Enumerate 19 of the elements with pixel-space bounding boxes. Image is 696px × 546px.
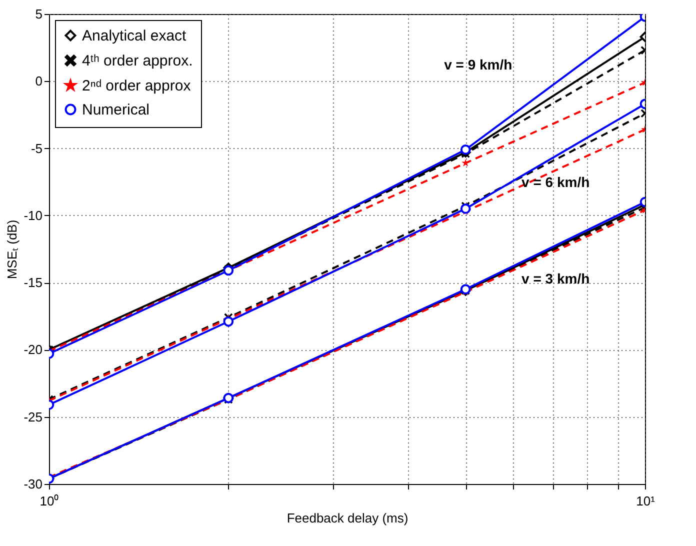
legend-label: 2ⁿᵈ order approx — [82, 78, 192, 94]
x-tick-label: 10⁰ — [40, 494, 60, 508]
y-axis-title: MSEₜ (dB) — [4, 220, 20, 280]
annotation: v = 9 km/h — [444, 56, 512, 73]
y-tick-label: -25 — [24, 409, 42, 424]
y-tick-label: -10 — [24, 208, 42, 223]
legend-label: 4ᵗʰ order approx. — [82, 52, 193, 70]
annotation: v = 3 km/h — [522, 270, 590, 287]
legend-label: Numerical — [82, 102, 150, 118]
annotation: v = 6 km/h — [522, 174, 590, 190]
legend-label: Analytical exact — [82, 28, 188, 44]
y-tick-label: -30 — [24, 476, 42, 492]
y-tick-label: 0 — [35, 74, 42, 89]
x-axis-title: Feedback delay (ms) — [286, 510, 408, 526]
y-tick-label: -5 — [30, 140, 42, 156]
y-tick-label: -15 — [24, 275, 42, 290]
y-tick-label: -20 — [24, 342, 42, 358]
y-tick-label: 5 — [35, 6, 42, 22]
x-tick-label: 10¹ — [636, 494, 656, 508]
